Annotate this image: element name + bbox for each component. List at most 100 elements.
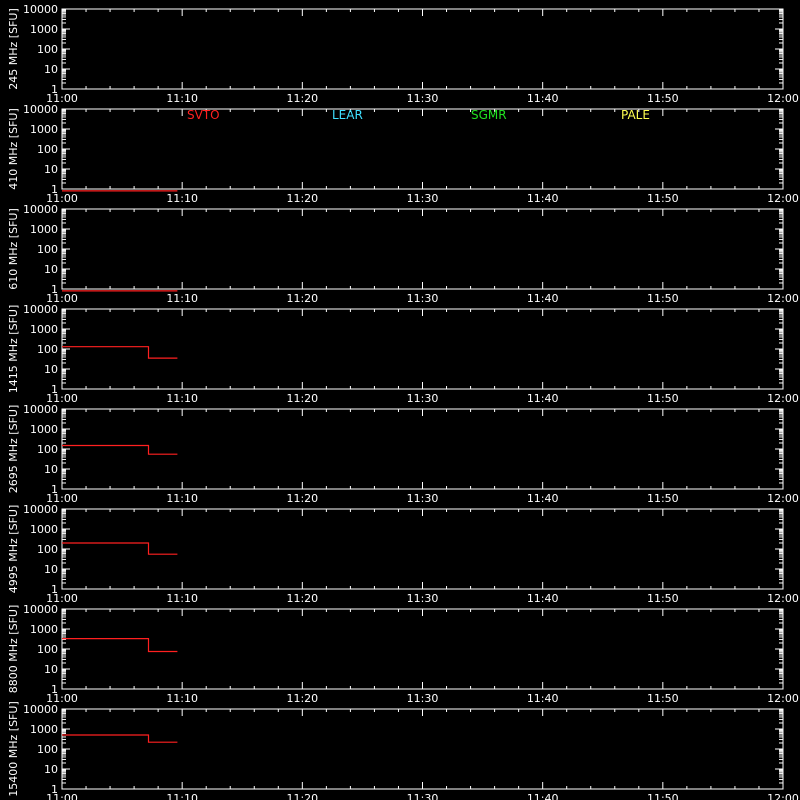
legend-pale: PALE [621,108,650,122]
x-tick-label: 11:00 [46,292,78,305]
x-tick-label: 11:10 [166,92,198,105]
x-tick-label: 12:00 [767,492,799,505]
x-tick-label: 11:30 [407,592,439,605]
panel-8: 1 10 100 1000 10000 11:00 11:10 11:20 11:30 11:40… [7,701,799,800]
x-tick-label: 11:10 [166,792,198,800]
y-tick-label: 1000 [30,223,58,236]
y-tick-label: 1000 [30,623,58,636]
panel-frame [61,608,784,690]
y-axis-label: 410 MHz [SFU] [7,108,20,189]
legend-sgmr: SGMR [471,108,507,122]
x-tick-label: 11:50 [647,192,679,205]
y-tick-label: 100 [37,643,58,656]
x-tick-label: 11:50 [647,392,679,405]
y-tick-label: 1000 [30,323,58,336]
x-tick-label: 11:10 [166,392,198,405]
panel-4: 1 10 100 1000 10000 11:00 11:10 11:20 11:30 11:40… [7,303,799,405]
y-tick-label: 1 [51,783,58,796]
x-tick-label: 11:50 [647,792,679,800]
y-tick-label: 10 [44,663,58,676]
x-tick-label: 11:30 [407,292,439,305]
x-tick-label: 11:40 [527,592,559,605]
panel-6: 1 10 100 1000 10000 11:00 11:10 11:20 11:30 11:40… [7,503,799,605]
y-tick-label: 1000 [30,123,58,136]
x-tick-label: 11:40 [527,292,559,305]
x-tick-label: 11:50 [647,492,679,505]
y-axis-label: 2695 MHz [SFU] [7,405,20,493]
y-tick-label: 1000 [30,423,58,436]
x-tick-label: 11:00 [46,792,78,800]
x-tick-label: 12:00 [767,292,799,305]
x-tick-label: 11:20 [286,92,318,105]
panel-frame [61,208,784,290]
y-tick-label: 100 [37,43,58,56]
x-tick-label: 12:00 [767,92,799,105]
x-tick-label: 11:20 [286,792,318,800]
y-tick-label: 1 [51,583,58,596]
x-tick-label: 11:50 [647,292,679,305]
x-tick-label: 11:10 [166,292,198,305]
panel-frame [61,708,784,790]
panel-2: 1 10 100 1000 10000 11:00 11:10 11:20 11:30 11:40… [7,103,799,205]
x-tick-label: 11:40 [527,792,559,800]
y-tick-label: 1 [51,83,58,96]
x-tick-label: 11:30 [407,692,439,705]
y-tick-label: 100 [37,443,58,456]
x-tick-label: 11:20 [286,292,318,305]
x-tick-label: 11:20 [286,492,318,505]
x-tick-label: 11:40 [527,192,559,205]
x-tick-label: 11:00 [46,592,78,605]
panel-3: 1 10 100 1000 10000 11:00 11:10 11:20 11:30 11:40… [7,203,799,305]
y-axis-label: 4995 MHz [SFU] [7,505,20,593]
x-tick-label: 11:10 [166,492,198,505]
x-tick-label: 11:00 [46,692,78,705]
x-tick-label: 11:40 [527,392,559,405]
x-tick-label: 11:30 [407,192,439,205]
y-tick-label: 10000 [23,503,58,516]
x-tick-label: 11:50 [647,92,679,105]
y-tick-label: 10000 [23,603,58,616]
y-tick-label: 1 [51,483,58,496]
x-tick-label: 11:40 [527,692,559,705]
y-tick-label: 100 [37,143,58,156]
x-tick-label: 11:30 [407,792,439,800]
x-tick-label: 11:00 [46,92,78,105]
y-axis-label: 245 MHz [SFU] [7,8,20,89]
x-tick-label: 11:20 [286,692,318,705]
x-tick-label: 11:20 [286,192,318,205]
panel-frame [61,108,784,190]
y-axis-label: 15400 MHz [SFU] [7,701,20,796]
y-tick-label: 100 [37,743,58,756]
x-tick-label: 11:50 [647,592,679,605]
x-tick-label: 11:30 [407,392,439,405]
y-axis-label: 1415 MHz [SFU] [7,305,20,393]
y-tick-label: 1 [51,183,58,196]
x-tick-label: 11:30 [407,92,439,105]
legend-svto: SVTO [187,108,220,122]
y-tick-label: 1000 [30,23,58,36]
y-tick-label: 10 [44,263,58,276]
series-svto [62,734,178,743]
y-tick-label: 1 [51,683,58,696]
panel-7: 1 10 100 1000 10000 11:00 11:10 11:20 11:30 11:40… [7,603,799,705]
y-tick-label: 1 [51,283,58,296]
x-tick-label: 11:40 [527,492,559,505]
x-tick-label: 12:00 [767,392,799,405]
y-tick-label: 10000 [23,103,58,116]
x-tick-label: 11:30 [407,492,439,505]
y-tick-label: 10 [44,763,58,776]
y-tick-label: 10000 [23,303,58,316]
panel-frame [61,308,784,390]
y-tick-label: 10000 [23,203,58,216]
x-tick-label: 11:50 [647,692,679,705]
y-tick-label: 10 [44,463,58,476]
series-svto [62,542,178,555]
y-axis-label: 610 MHz [SFU] [7,208,20,289]
y-tick-label: 1 [51,383,58,396]
x-tick-label: 11:20 [286,392,318,405]
y-tick-label: 10 [44,163,58,176]
y-tick-label: 10 [44,363,58,376]
series-svto [62,638,178,653]
panel-frame [61,8,784,90]
